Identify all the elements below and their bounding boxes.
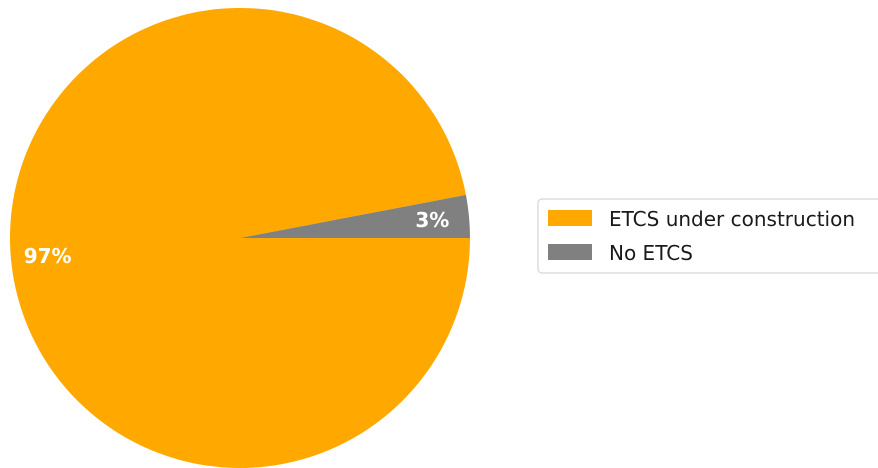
legend: ETCS under construction No ETCS <box>537 198 878 274</box>
pie-slice-no-etcs <box>240 194 470 238</box>
legend-label-etcs-under-construction: ETCS under construction <box>609 207 855 231</box>
pie-label-etcs-under-construction: 97% <box>24 244 72 268</box>
legend-frame <box>537 198 878 274</box>
pie-slice-etcs-under-construction <box>9 7 470 468</box>
legend-swatch-no-etcs <box>548 244 592 260</box>
legend-swatch-etcs-under-construction <box>548 210 592 226</box>
pie-slices <box>9 7 470 468</box>
pie-label-no-etcs: 3% <box>415 208 449 232</box>
pie-labels: 97% 3% <box>24 208 450 268</box>
legend-label-no-etcs: No ETCS <box>609 241 693 265</box>
